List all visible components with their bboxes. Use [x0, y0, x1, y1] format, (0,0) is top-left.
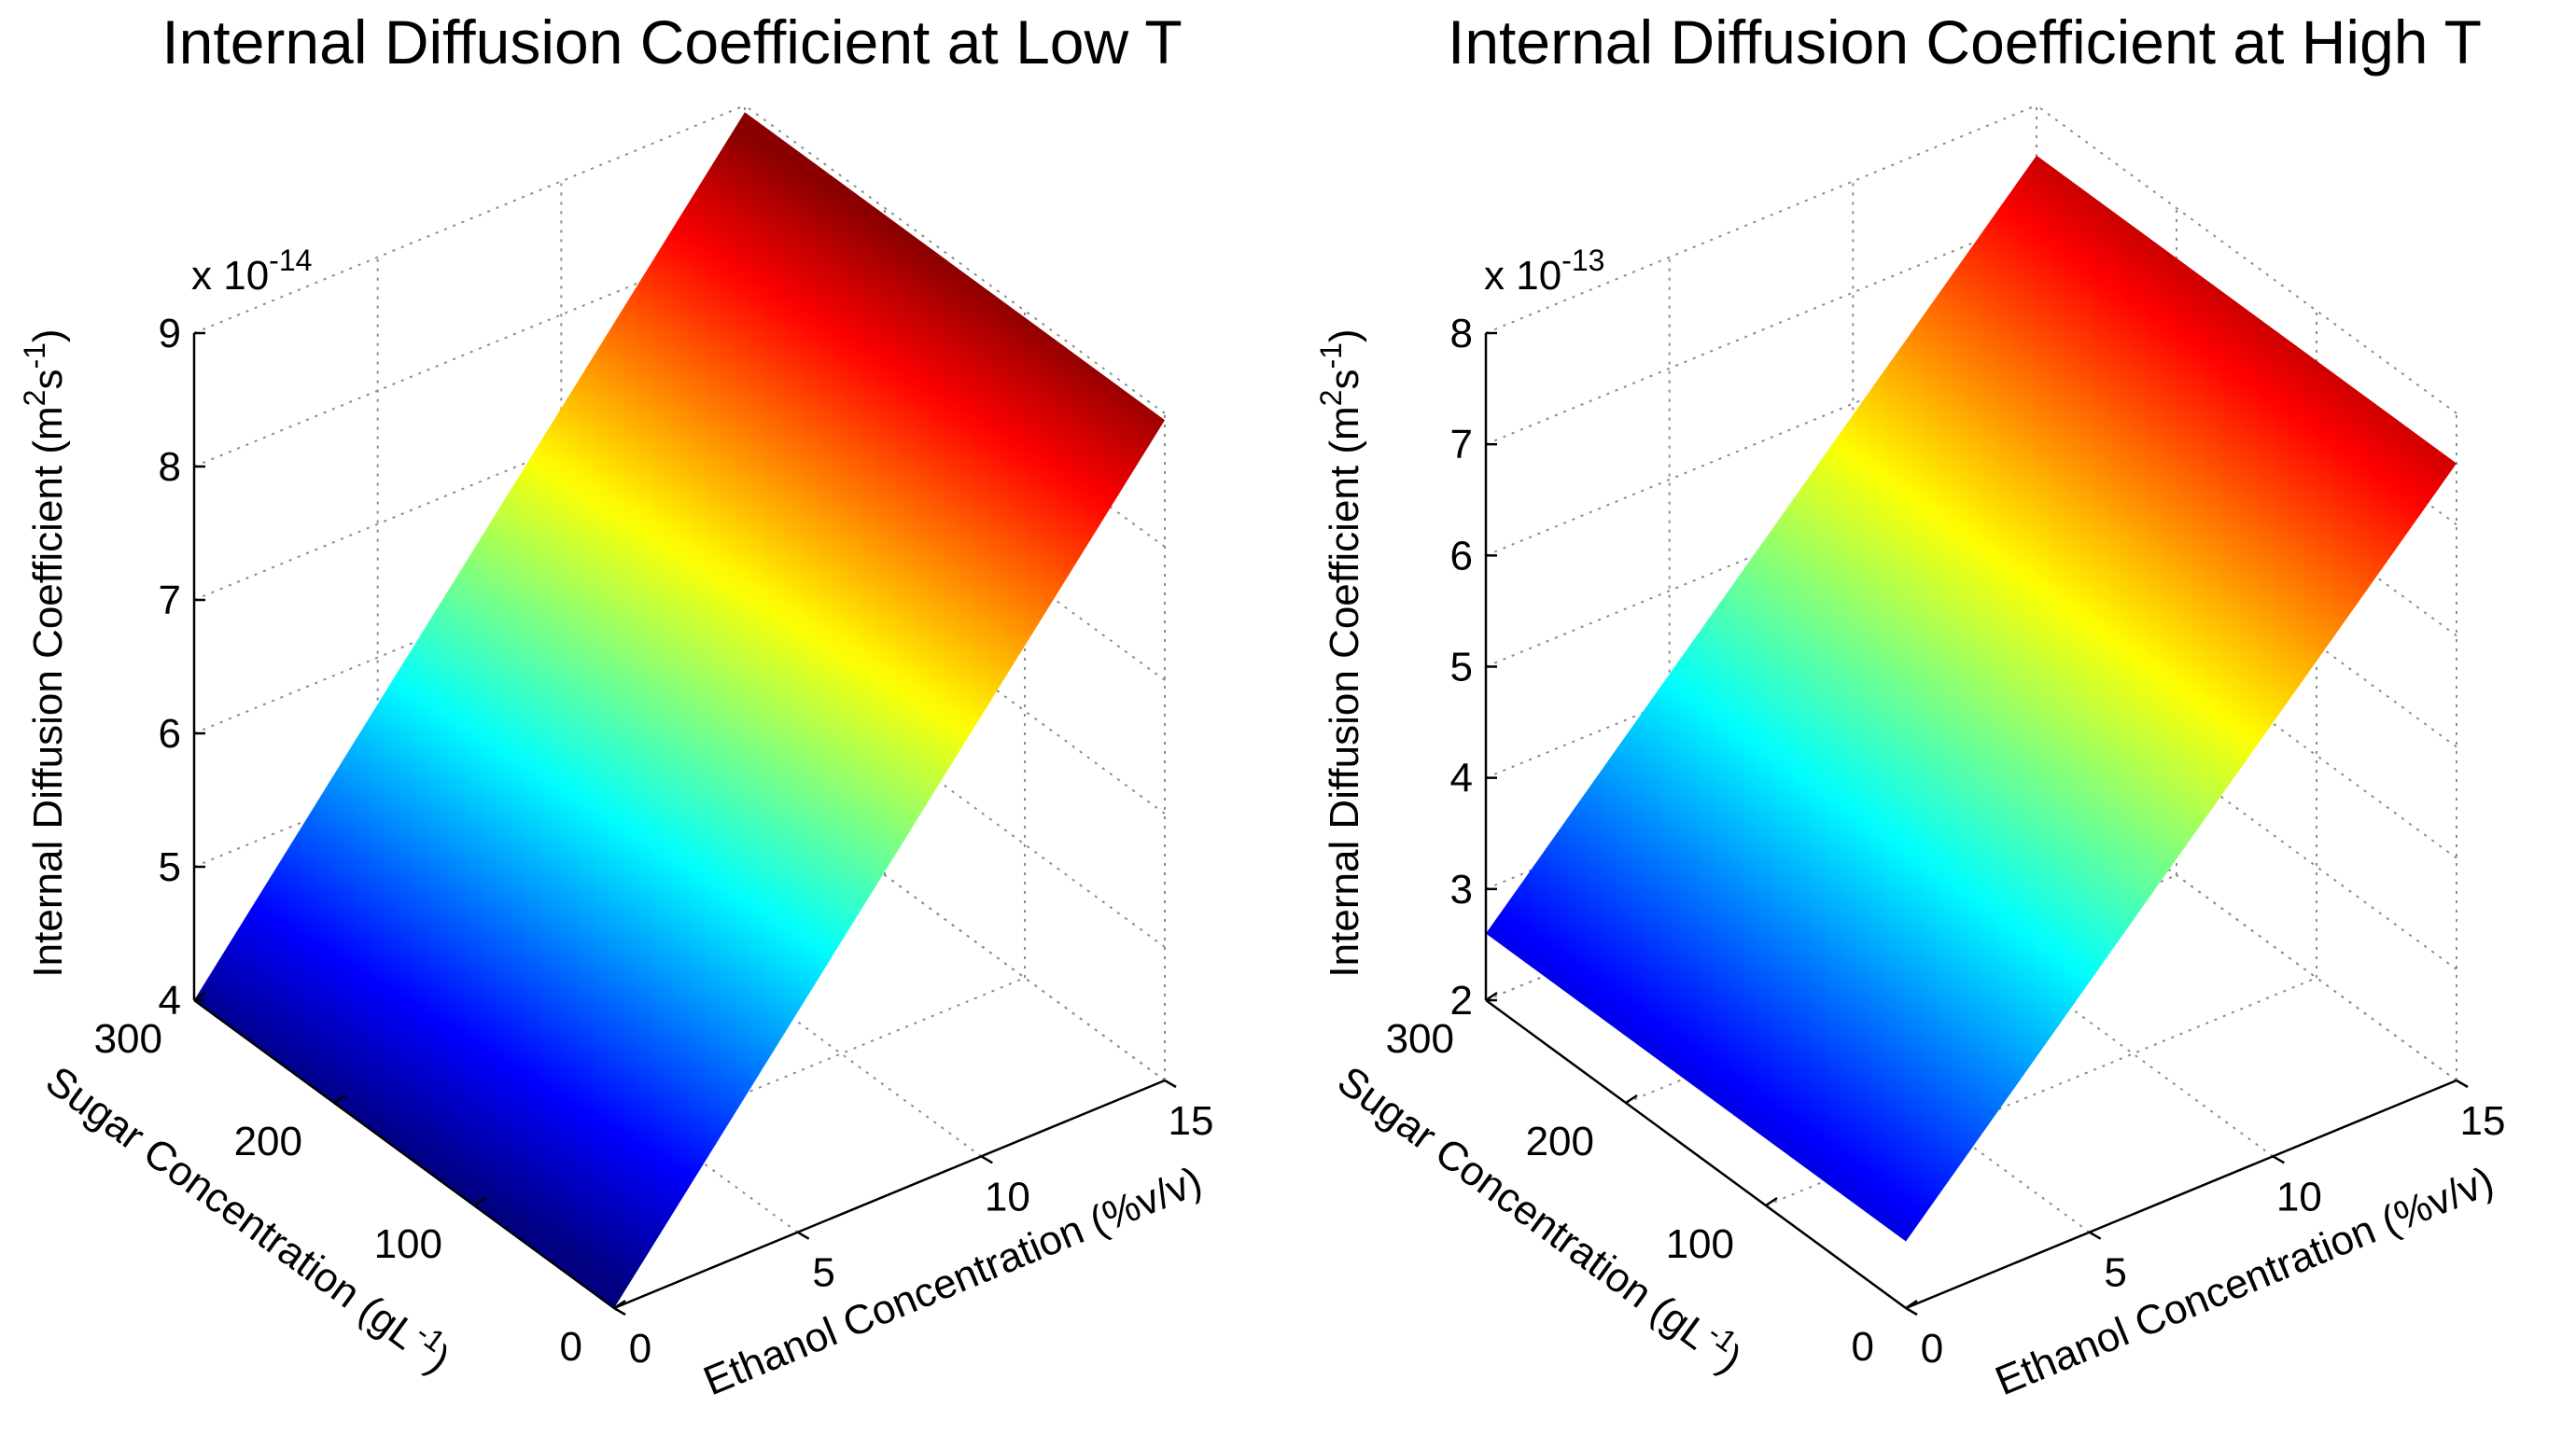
x-axis-line — [613, 1079, 1166, 1310]
multiplier-exponent: -13 — [1561, 244, 1604, 277]
low-t-panel: Internal Diffusion Coefficient at Low T 0… — [18, 7, 1213, 1404]
z-tick-label: 2 — [1450, 978, 1473, 1024]
y-tick-label: 0 — [1852, 1324, 1874, 1370]
y-tick-mark — [613, 1299, 626, 1310]
z-label-unit-exp: 2 — [1314, 390, 1348, 407]
z-axis-label: Internal Diffusion Coefficient (m2s-1) — [18, 328, 71, 977]
y-tick-label: 100 — [1666, 1221, 1734, 1267]
z-tick-label: 3 — [1450, 867, 1473, 913]
x-tick-label: 0 — [629, 1326, 651, 1372]
z-label-end: ) — [25, 328, 71, 342]
z-label-text: Internal Diffusion Coefficient (m — [25, 406, 71, 977]
x-tick-mark — [2089, 1231, 2102, 1240]
x-tick-mark — [980, 1155, 993, 1164]
x-axis-label: Ethanol Concentration (%v/v) — [1989, 1158, 2499, 1404]
surface-patch — [194, 112, 1165, 1309]
z-tick-label: 4 — [159, 978, 181, 1024]
z-label-mid: s — [1322, 369, 1367, 390]
y-axis-label: Sugar Concentration (gL-1) — [1329, 1052, 1754, 1383]
z-tick-label: 6 — [159, 711, 181, 757]
z-tick-label: 5 — [159, 844, 181, 890]
y-tick-mark — [333, 1094, 346, 1105]
x-tick-mark — [1164, 1079, 1177, 1089]
z-tick-label: 5 — [1450, 645, 1473, 690]
axes — [192, 331, 1177, 1317]
floor-gridline-y — [1765, 977, 2317, 1206]
x-tick-mark — [2456, 1079, 2469, 1089]
y-tick-label: 300 — [1386, 1016, 1454, 1062]
floor-gridline-y — [473, 977, 1026, 1206]
backwall-gridline-z — [193, 104, 746, 334]
z-scale-multiplier: x 10-14 — [191, 244, 312, 299]
chart-title: Internal Diffusion Coefficient at High T — [1448, 7, 2482, 77]
z-label-unit-exp: 2 — [18, 390, 51, 407]
z-tick-label: 7 — [159, 578, 181, 623]
x-tick-label: 0 — [1921, 1326, 1943, 1372]
multiplier-base: x 10 — [191, 253, 269, 299]
y-tick-mark — [473, 1196, 486, 1207]
z-axis-label: Internal Diffusion Coefficient (m2s-1) — [1314, 328, 1367, 977]
chart-title: Internal Diffusion Coefficient at Low T — [161, 7, 1182, 77]
z-tick-label: 8 — [159, 444, 181, 490]
z-label-text: Internal Diffusion Coefficient (m — [1322, 406, 1367, 977]
axes — [1484, 331, 2469, 1317]
z-scale-multiplier: x 10-13 — [1484, 244, 1604, 299]
multiplier-exponent: -14 — [269, 244, 312, 277]
y-tick-label: 200 — [1526, 1119, 1594, 1164]
z-tick-label: 7 — [1450, 422, 1473, 467]
backwall-gridline-z — [1485, 104, 2037, 334]
x-tick-label: 15 — [1169, 1098, 1214, 1144]
high-t-panel: Internal Diffusion Coefficient at High T… — [1314, 7, 2505, 1404]
x-tick-mark — [797, 1231, 810, 1240]
z-label-exp: -1 — [1314, 342, 1348, 369]
y-tick-label: 200 — [234, 1119, 302, 1164]
y-tick-mark — [1765, 1196, 1778, 1207]
y-tick-label: 0 — [560, 1324, 582, 1370]
x-axis-line — [1905, 1079, 2457, 1310]
y-tick-label: 300 — [94, 1016, 162, 1062]
x-tick-mark — [1905, 1306, 1918, 1317]
x-tick-label: 10 — [2276, 1174, 2322, 1219]
y-tick-mark — [193, 991, 206, 1002]
z-label-exp: -1 — [18, 342, 51, 369]
y-axis-line — [1485, 998, 1907, 1310]
surface-patch — [1486, 155, 2457, 1242]
x-axis-label: Ethanol Concentration (%v/v) — [697, 1158, 1208, 1404]
z-label-mid: s — [25, 369, 71, 390]
x-tick-label: 5 — [2104, 1250, 2126, 1296]
y-tick-label: 100 — [374, 1221, 442, 1267]
y-tick-mark — [1485, 991, 1498, 1002]
x-tick-mark — [2272, 1155, 2285, 1164]
x-tick-label: 15 — [2460, 1098, 2506, 1144]
x-tick-label: 10 — [985, 1174, 1030, 1219]
y-tick-mark — [1625, 1094, 1638, 1105]
y-axis-line — [193, 998, 615, 1310]
z-tick-label: 6 — [1450, 533, 1473, 578]
backwall-gridline-z — [1485, 216, 2037, 446]
y-tick-mark — [1905, 1299, 1918, 1310]
z-label-end: ) — [1322, 328, 1367, 342]
z-tick-label: 9 — [159, 311, 181, 356]
z-tick-label: 8 — [1450, 311, 1473, 356]
z-tick-label: 4 — [1450, 756, 1473, 801]
x-tick-label: 5 — [812, 1250, 834, 1296]
x-tick-mark — [613, 1306, 626, 1317]
y-label-text: Sugar Concentration (gL — [1329, 1058, 1717, 1359]
multiplier-base: x 10 — [1484, 253, 1561, 299]
